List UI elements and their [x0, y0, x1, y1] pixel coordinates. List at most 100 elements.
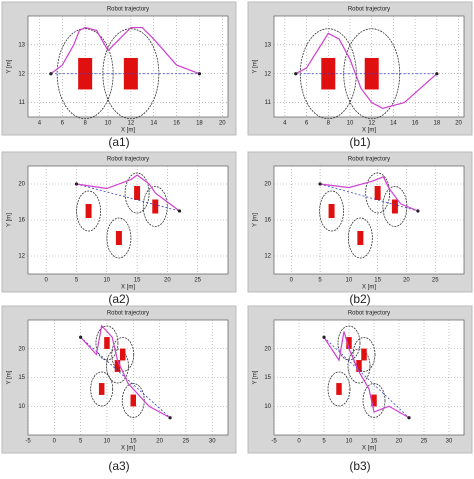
obstacle: [119, 348, 126, 361]
plot-title: Robot trajectory: [348, 311, 390, 317]
obstacle: [130, 394, 137, 407]
obstacle: [85, 204, 92, 218]
y-axis-label: Y [m]: [7, 213, 13, 227]
x-tick-label: 12: [128, 121, 135, 127]
y-tick-label: 13: [18, 42, 25, 48]
plot-area: [273, 319, 465, 436]
y-tick-label: 16: [264, 218, 271, 224]
x-tick-label: 5: [79, 439, 83, 445]
obstacle: [78, 57, 93, 90]
y-tick-label: 20: [18, 346, 25, 352]
y-tick-label: 12: [264, 254, 271, 260]
obstacle: [134, 186, 141, 200]
x-tick-label: 10: [346, 278, 353, 284]
x-tick-label: 4: [283, 121, 287, 127]
caption: (b2): [349, 292, 370, 306]
x-tick-label: 30: [446, 439, 453, 445]
safety-ellipse: [56, 28, 114, 120]
obstacle: [357, 231, 364, 245]
trajectory-path: [80, 324, 171, 419]
obstacle: [346, 337, 352, 349]
trajectory-path: [50, 26, 200, 75]
x-tick-label: 25: [194, 278, 201, 284]
x-tick-label: 0: [45, 278, 49, 284]
safety-ellipse: [319, 190, 344, 232]
safety-ellipse: [124, 172, 150, 214]
x-tick-label: 0: [297, 439, 301, 445]
plot-area: [273, 165, 465, 275]
obstacle: [328, 204, 335, 218]
x-tick-label: 5: [75, 278, 79, 284]
plot-title: Robot trajectory: [107, 7, 149, 13]
obstacle: [98, 383, 105, 395]
x-tick-label: 5: [318, 278, 322, 284]
x-tick-label: 10: [105, 121, 112, 127]
x-tick-label: 10: [347, 121, 354, 127]
obstacle: [356, 360, 362, 372]
goal-point: [407, 416, 411, 420]
y-tick-label: 11: [19, 100, 26, 106]
y-tick-label: 11: [265, 100, 272, 106]
obstacle: [371, 394, 377, 407]
straight-line: [319, 183, 419, 212]
x-tick-label: 25: [432, 278, 439, 284]
goal-point: [416, 209, 420, 213]
y-tick-label: 12: [18, 71, 25, 77]
goal-point: [197, 72, 202, 76]
safety-ellipse: [76, 190, 102, 232]
trajectory-path: [295, 32, 438, 109]
obstacle: [336, 383, 342, 395]
y-tick-label: 20: [18, 182, 25, 188]
caption: (b1): [349, 135, 370, 149]
x-tick-label: 20: [455, 121, 462, 127]
y-axis-label: Y [m]: [253, 370, 259, 384]
caption: (a3): [108, 459, 129, 473]
safety-ellipse: [362, 383, 386, 418]
caption: (a1): [108, 135, 129, 149]
x-tick-label: 4: [38, 121, 42, 127]
x-tick-label: 20: [403, 278, 410, 284]
y-tick-label: 13: [264, 42, 271, 48]
x-tick-label: 0: [53, 439, 57, 445]
y-axis-label: Y [m]: [7, 59, 13, 73]
safety-ellipse: [347, 348, 371, 384]
y-axis-label: Y [m]: [7, 370, 13, 384]
x-tick-label: 30: [209, 439, 216, 445]
safety-ellipse: [106, 348, 129, 384]
trajectory-path: [323, 331, 410, 419]
x-tick-label: 20: [219, 121, 226, 127]
y-tick-label: 10: [264, 404, 271, 410]
safety-ellipse: [90, 371, 114, 407]
start-point: [74, 182, 79, 186]
x-tick-label: 20: [164, 278, 171, 284]
y-tick-label: 12: [18, 254, 25, 260]
x-tick-label: 18: [196, 121, 203, 127]
trajectory-path: [319, 176, 419, 212]
goal-point: [177, 209, 182, 213]
y-tick-label: 16: [18, 218, 25, 224]
y-tick-label: 15: [18, 375, 25, 381]
x-tick-label: 15: [371, 439, 378, 445]
x-tick-label: 6: [305, 121, 309, 127]
y-tick-label: 10: [18, 404, 25, 410]
obstacle: [361, 348, 367, 361]
x-tick-label: 0: [290, 278, 294, 284]
x-axis-label: X [m]: [362, 446, 376, 452]
x-tick-label: 18: [434, 121, 441, 127]
x-axis-label: X [m]: [121, 446, 135, 452]
x-tick-label: 14: [390, 121, 397, 127]
x-tick-label: -5: [25, 439, 31, 445]
plot-title: Robot trajectory: [348, 7, 390, 13]
x-tick-label: 10: [104, 439, 111, 445]
caption: (a2): [108, 292, 129, 306]
y-tick-label: 20: [264, 346, 271, 352]
safety-ellipse: [337, 325, 361, 361]
x-tick-label: 5: [322, 439, 326, 445]
x-tick-label: 15: [134, 278, 141, 284]
x-tick-label: 16: [412, 121, 419, 127]
goal-point: [168, 416, 172, 420]
x-tick-label: 15: [130, 439, 137, 445]
plot-title: Robot trajectory: [107, 311, 149, 317]
obstacle: [115, 231, 122, 245]
